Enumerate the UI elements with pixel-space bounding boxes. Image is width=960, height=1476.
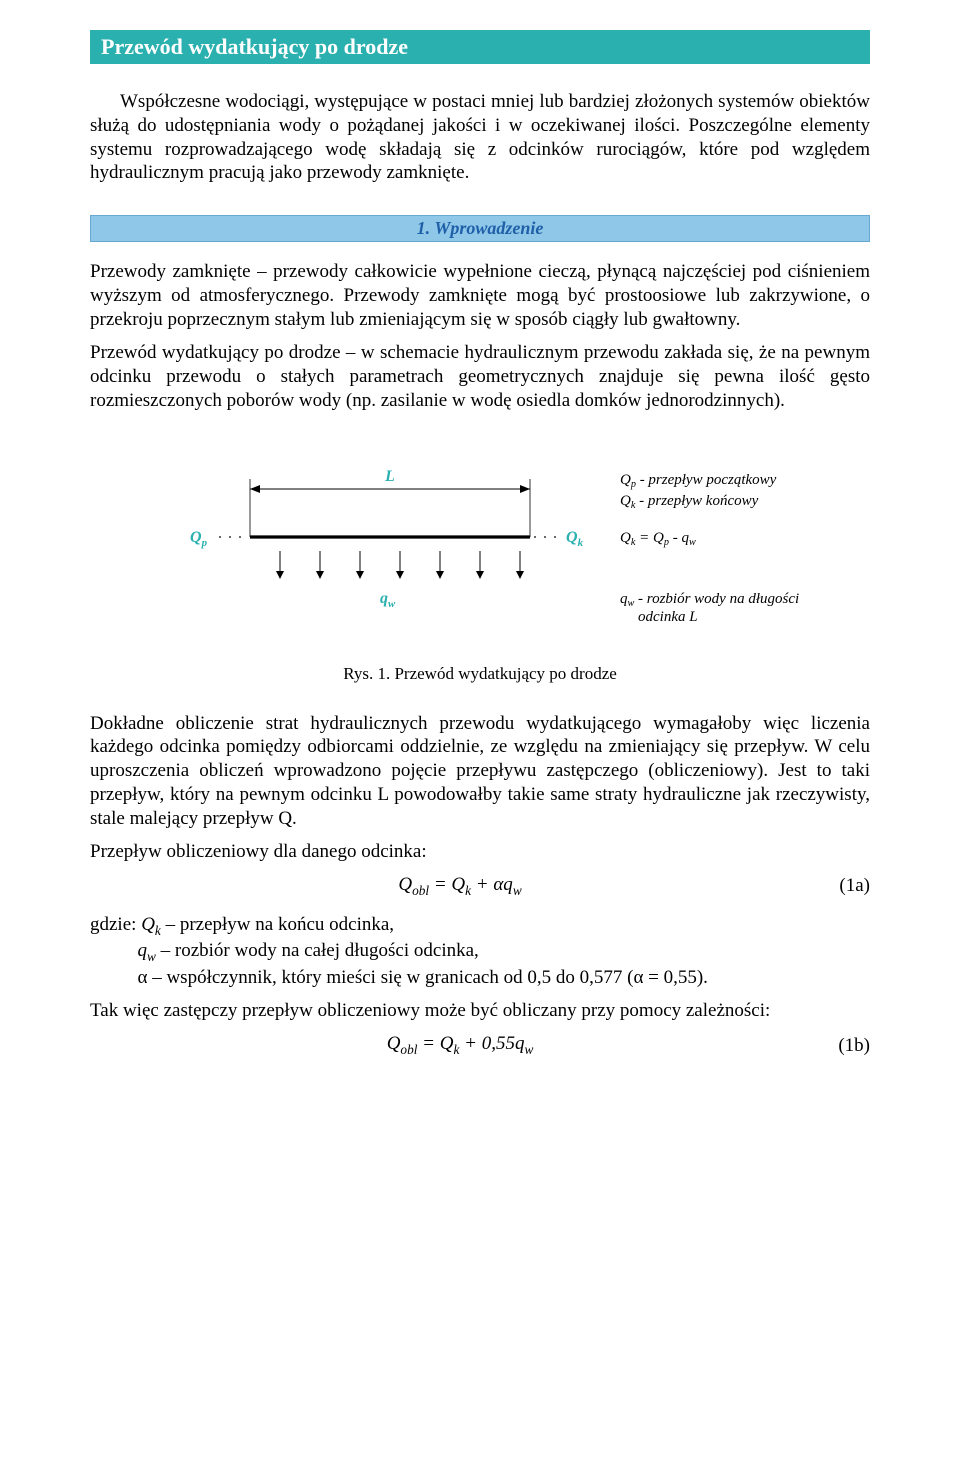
paragraph-5: Przepływ obliczeniowy dla danego odcinka… bbox=[90, 840, 870, 864]
svg-text:qw - rozbiór wody na długości: qw - rozbiór wody na długości bbox=[620, 591, 799, 609]
paragraph-3: Przewód wydatkujący po drodze – w schema… bbox=[90, 341, 870, 412]
svg-text:Qk = Qp - qw: Qk = Qp - qw bbox=[620, 530, 696, 548]
equation-1b: Qobl = Qk + 0,55qw bbox=[387, 1033, 534, 1058]
svg-text:odcinka L: odcinka L bbox=[638, 609, 698, 625]
equation-1a-row: Qobl = Qk + αqw (1a) bbox=[90, 874, 870, 899]
svg-text:Qp: Qp bbox=[190, 529, 208, 549]
svg-text:Qk: Qk bbox=[566, 529, 584, 549]
svg-text:Qp - przepływ początkowy: Qp - przepływ początkowy bbox=[620, 472, 777, 490]
figure-1-caption: Rys. 1. Przewód wydatkujący po drodze bbox=[90, 664, 870, 684]
intro-paragraph: Współczesne wodociągi, występujące w pos… bbox=[90, 90, 870, 185]
figure-1: L Qp Qk qw Qp - przepływ początkowy Qk - prze… bbox=[160, 429, 800, 644]
section-heading-1: 1. Wprowadzenie bbox=[90, 215, 870, 242]
equation-1b-number: (1b) bbox=[830, 1035, 870, 1057]
paragraph-6: Tak więc zastępczy przepływ obliczeniowy… bbox=[90, 999, 870, 1023]
equation-1a-number: (1a) bbox=[830, 875, 870, 897]
svg-text:L: L bbox=[384, 468, 395, 485]
page: Przewód wydatkujący po drodze Współczesn… bbox=[0, 0, 960, 1112]
svg-text:Qk - przepływ końcowy: Qk - przepływ końcowy bbox=[620, 493, 759, 511]
equation-1b-row: Qobl = Qk + 0,55qw (1b) bbox=[90, 1033, 870, 1058]
figure-1-svg: L Qp Qk qw Qp - przepływ początkowy Qk - prze… bbox=[160, 429, 800, 639]
paragraph-2: Przewody zamknięte – przewody całkowicie… bbox=[90, 260, 870, 331]
where-block: gdzie: Qk – przepływ na końcu odcinka, q… bbox=[90, 913, 870, 990]
page-title: Przewód wydatkujący po drodze bbox=[90, 30, 870, 64]
equation-1a: Qobl = Qk + αqw bbox=[398, 874, 521, 899]
where-lead: gdzie: bbox=[90, 914, 141, 935]
paragraph-4: Dokładne obliczenie strat hydraulicznych… bbox=[90, 712, 870, 831]
svg-text:qw: qw bbox=[380, 590, 396, 610]
